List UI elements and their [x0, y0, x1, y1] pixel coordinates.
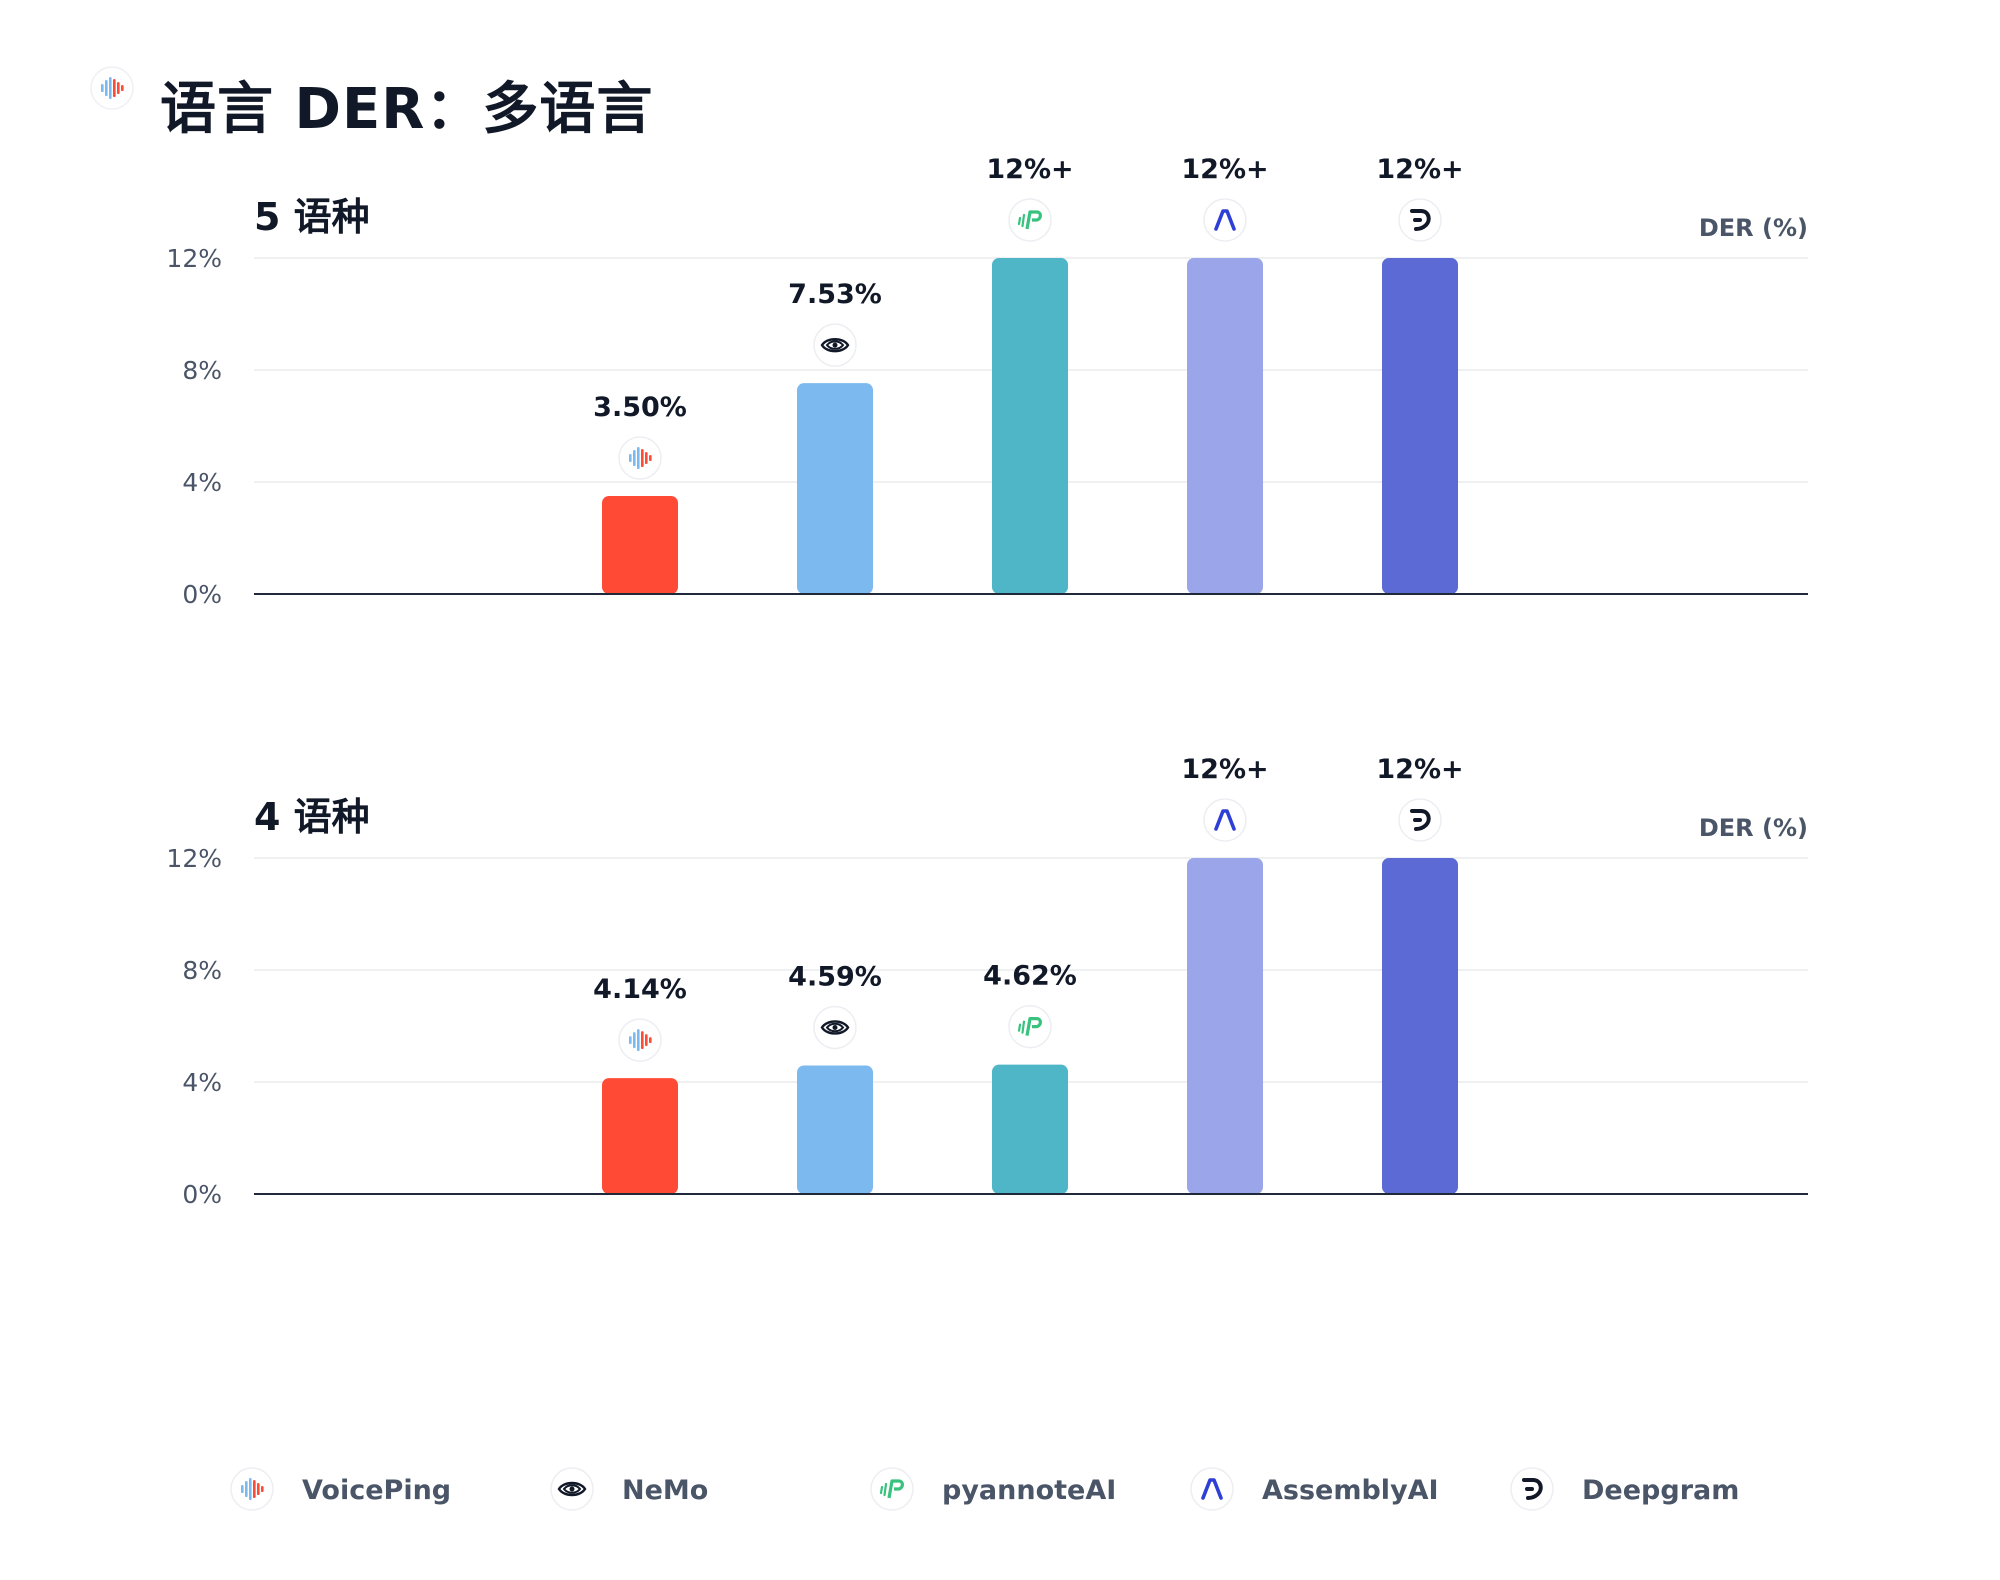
y-axis-label: DER (%)	[1699, 814, 1808, 842]
legend-icon	[1510, 1467, 1554, 1511]
nvidia-eye-icon	[813, 323, 857, 367]
deepgram-logo-icon	[1398, 798, 1442, 842]
bar-nemo	[797, 1065, 873, 1194]
voiceping-logo-icon	[230, 1467, 274, 1511]
assemblyai-logo-icon	[1203, 198, 1247, 242]
voiceping-logo-icon	[618, 1018, 662, 1062]
bar-value-label: 4.59%	[788, 961, 882, 992]
chart-panel-1: 5 语种 DER (%) 0% 4% 8% 12% 3.50% 7.53% 12%+ 12%+ 12…	[166, 154, 1808, 609]
bar-voiceping	[602, 1078, 678, 1194]
bar-nemo	[797, 383, 873, 594]
chart-title: 5 语种	[254, 195, 370, 239]
deepgram-logo-icon	[1510, 1467, 1554, 1511]
nvidia-eye-icon	[550, 1467, 594, 1511]
chart-panel-2: 4 语种 DER (%) 0% 4% 8% 12% 4.14% 4.59% 4.62% 12%+ 1…	[166, 754, 1808, 1209]
bar-value-label: 12%+	[1376, 154, 1463, 185]
voiceping-logo-icon	[90, 66, 134, 110]
bar-value-label: 12%+	[1181, 154, 1268, 185]
legend-label: AssemblyAI	[1262, 1475, 1439, 1506]
page-title: 语言 DER：多语言	[160, 77, 654, 142]
bar-pyannoteai	[992, 258, 1068, 594]
legend-icon	[230, 1467, 274, 1511]
pyannote-logo-icon	[1008, 1004, 1052, 1049]
assemblyai-logo-icon	[1203, 798, 1247, 842]
chart-title: 4 语种	[254, 795, 370, 839]
bar-value-label: 12%+	[1181, 754, 1268, 785]
bar-value-label: 3.50%	[593, 392, 687, 423]
y-tick-label: 4%	[182, 468, 222, 497]
y-tick-label: 4%	[182, 1068, 222, 1097]
bar-voiceping	[602, 496, 678, 594]
bar-value-label: 4.14%	[593, 974, 687, 1005]
legend-label: NeMo	[622, 1475, 709, 1506]
legend-icon	[550, 1467, 594, 1511]
assemblyai-logo-icon	[1190, 1467, 1234, 1511]
pyannote-logo-icon	[1008, 198, 1052, 242]
bar-value-label: 12%+	[986, 154, 1073, 185]
bar-assemblyai	[1187, 858, 1263, 1194]
legend-label: pyannoteAI	[942, 1475, 1117, 1506]
y-tick-label: 12%	[166, 244, 222, 273]
bar-value-label: 4.62%	[983, 961, 1077, 992]
deepgram-logo-icon	[1398, 198, 1442, 242]
header-logo	[90, 66, 134, 110]
y-tick-label: 0%	[182, 580, 222, 609]
y-tick-label: 12%	[166, 844, 222, 873]
nvidia-eye-icon	[813, 1005, 857, 1050]
y-tick-label: 8%	[182, 956, 222, 985]
pyannote-logo-icon	[870, 1467, 914, 1511]
y-axis-label: DER (%)	[1699, 214, 1808, 242]
bar-pyannoteai	[992, 1064, 1068, 1194]
bar-value-label: 12%+	[1376, 754, 1463, 785]
voiceping-logo-icon	[618, 436, 662, 480]
legend-icon	[1190, 1467, 1234, 1511]
bar-value-label: 7.53%	[788, 279, 882, 310]
legend-icon	[870, 1467, 914, 1511]
bar-deepgram	[1382, 858, 1458, 1194]
legend-label: Deepgram	[1582, 1475, 1740, 1506]
y-tick-label: 0%	[182, 1180, 222, 1209]
y-tick-label: 8%	[182, 356, 222, 385]
bar-assemblyai	[1187, 258, 1263, 594]
bar-deepgram	[1382, 258, 1458, 594]
legend-label: VoicePing	[302, 1475, 452, 1506]
